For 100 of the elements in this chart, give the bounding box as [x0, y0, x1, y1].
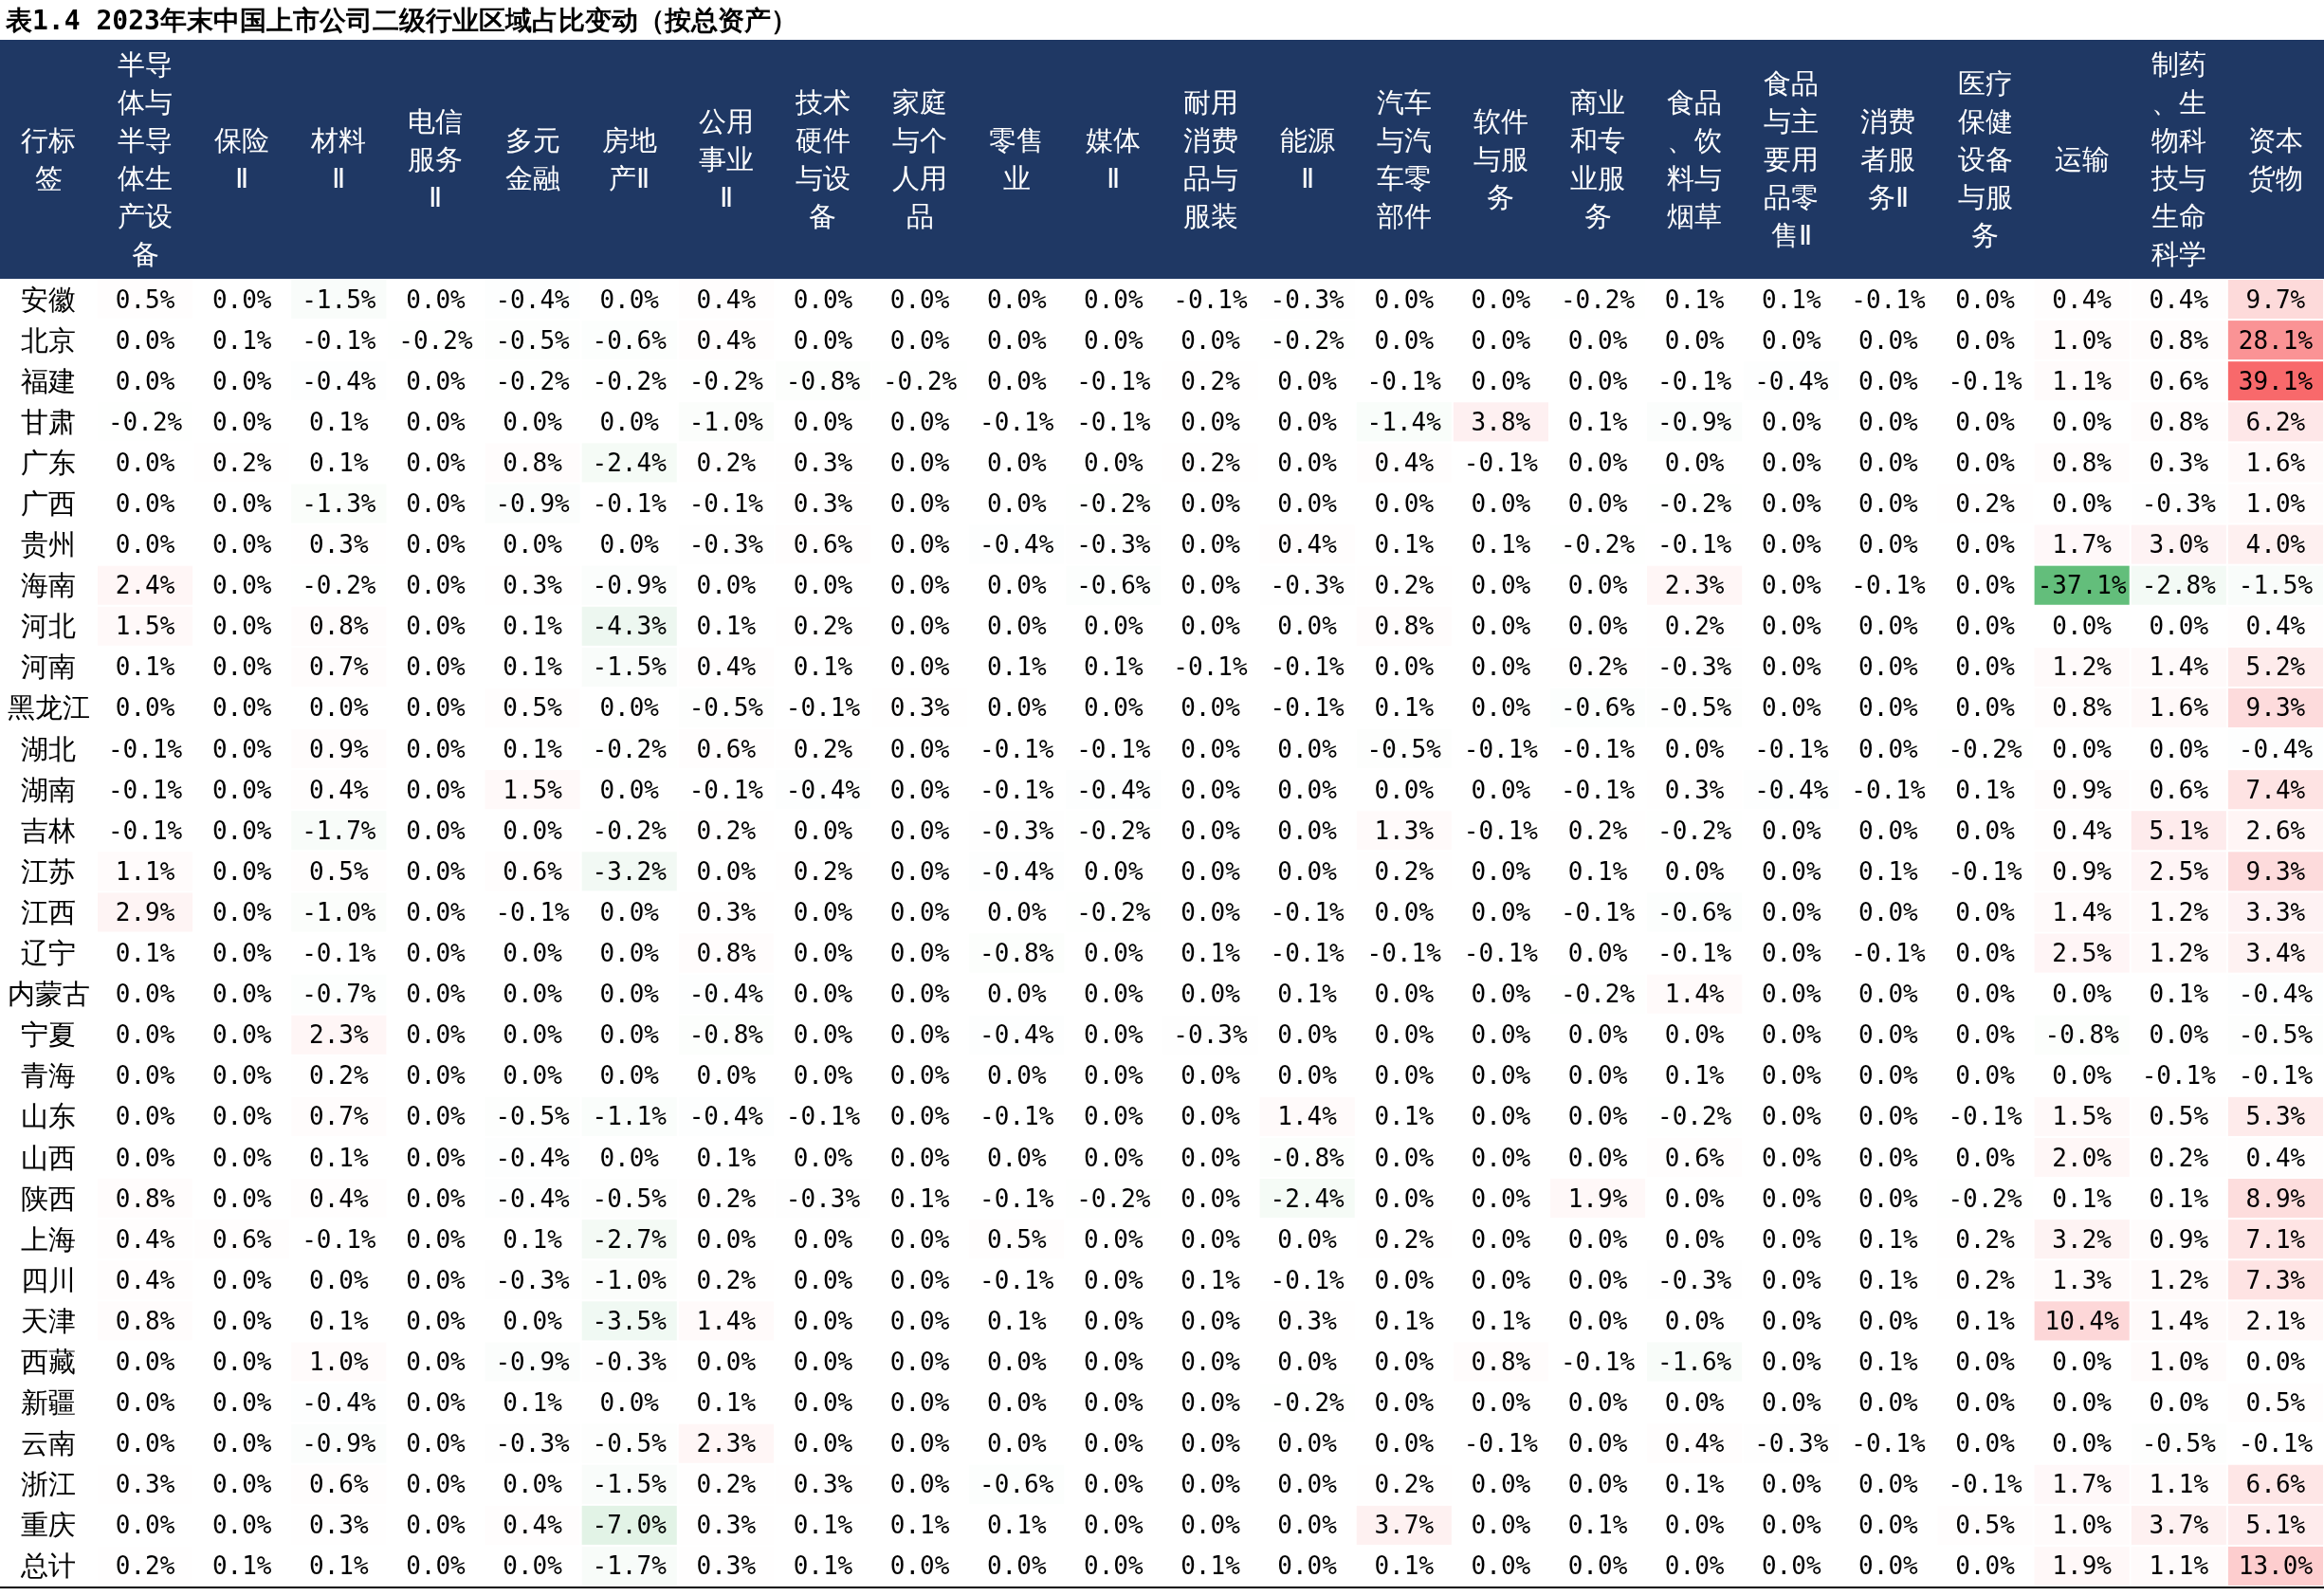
y-tick-label: 浙江	[21, 1468, 76, 1501]
data-label: 0.0%	[1567, 448, 1628, 477]
data-label: 0.4%	[696, 325, 757, 355]
data-label: 0.3%	[309, 530, 369, 560]
data-label: 1.4%	[696, 1306, 757, 1335]
data-label: 0.0%	[599, 530, 660, 560]
data-label: -0.2%	[1270, 1388, 1345, 1418]
data-label: 0.0%	[1955, 1429, 2016, 1458]
data-label: -0.2%	[495, 366, 571, 395]
data-label: 0.0%	[889, 1143, 950, 1172]
data-label: -0.2%	[592, 816, 668, 845]
data-label: 0.0%	[1567, 1429, 1628, 1458]
data-label: -0.9%	[495, 1347, 571, 1376]
data-label: 0.0%	[1471, 1183, 1531, 1213]
data-label: 0.0%	[986, 1143, 1047, 1172]
data-label: 0.0%	[889, 775, 950, 804]
y-axis-title: 行标签	[21, 124, 76, 194]
data-label: 0.0%	[986, 693, 1047, 723]
data-label: 13.0%	[2238, 1551, 2314, 1581]
data-label: -1.5%	[302, 284, 376, 314]
y-tick-label: 重庆	[21, 1509, 76, 1542]
data-label: 0.0%	[406, 1388, 467, 1418]
data-label: 0.0%	[1761, 980, 1821, 1009]
data-label: 0.0%	[115, 489, 175, 519]
data-label: 0.2%	[211, 448, 272, 477]
data-label: 0.0%	[793, 571, 853, 600]
data-label: 0.0%	[599, 693, 660, 723]
data-label: -0.1%	[785, 1102, 861, 1131]
data-label: 0.0%	[1374, 652, 1435, 682]
data-label: 0.0%	[889, 1265, 950, 1294]
data-label: 0.0%	[889, 1306, 950, 1335]
data-label: 0.0%	[1180, 856, 1241, 886]
data-label: 28.1%	[2238, 325, 2314, 355]
data-label: 0.0%	[406, 693, 467, 723]
data-label: 0.0%	[1761, 1183, 1821, 1213]
data-label: 0.0%	[1180, 1429, 1241, 1458]
x-tick-label: 消费者服务Ⅱ	[1860, 105, 1916, 213]
y-tick-label: 福建	[21, 364, 76, 397]
data-label: 0.3%	[793, 1470, 853, 1499]
data-label: 0.0%	[1471, 1388, 1531, 1418]
data-label: 0.7%	[309, 652, 369, 682]
data-label: -0.5%	[495, 325, 571, 355]
data-label: -0.3%	[979, 816, 1054, 845]
data-label: 0.0%	[889, 816, 950, 845]
data-label: 0.0%	[1955, 530, 2016, 560]
data-label: -0.1%	[2238, 1429, 2314, 1458]
data-label: 0.0%	[1567, 1388, 1628, 1418]
data-label: 1.1%	[115, 856, 175, 886]
data-label: 0.0%	[1084, 1306, 1144, 1335]
data-label: 0.0%	[115, 980, 175, 1009]
data-label: 0.0%	[211, 1061, 272, 1091]
data-label: 0.2%	[696, 816, 757, 845]
data-label: 0.0%	[1955, 1347, 2016, 1376]
data-label: 0.0%	[211, 1347, 272, 1376]
data-label: 0.0%	[211, 652, 272, 682]
data-label: 0.0%	[211, 1511, 272, 1540]
data-label: 0.0%	[793, 939, 853, 968]
data-label: 0.0%	[406, 1511, 467, 1540]
data-label: 0.0%	[406, 1265, 467, 1294]
y-tick-label: 辽宁	[21, 937, 76, 970]
data-label: 4.0%	[2245, 530, 2306, 560]
data-label: 0.0%	[1471, 856, 1531, 886]
data-label: -0.2%	[1270, 325, 1345, 355]
x-tick-label: 电信服务Ⅱ	[408, 105, 464, 213]
data-label: 0.6%	[2149, 366, 2209, 395]
data-label: 0.8%	[2149, 325, 2209, 355]
data-label: 1.4%	[2052, 897, 2113, 926]
data-label: 0.2%	[1567, 652, 1628, 682]
data-label: 0.0%	[1761, 816, 1821, 845]
data-label: 0.4%	[2245, 612, 2306, 641]
data-label: 0.0%	[986, 284, 1047, 314]
data-label: 0.8%	[2052, 448, 2113, 477]
data-label: -0.2%	[882, 366, 958, 395]
x-tick-label: 能源Ⅱ	[1279, 124, 1335, 194]
data-label: 0.6%	[793, 530, 853, 560]
data-label: 1.9%	[2052, 1551, 2113, 1581]
data-label: -0.1%	[1076, 407, 1151, 436]
data-label: 2.6%	[2245, 816, 2306, 845]
data-label: 1.3%	[1374, 816, 1435, 845]
data-label: 0.0%	[1761, 1265, 1821, 1294]
data-label: 0.0%	[1955, 407, 2016, 436]
data-label: 0.4%	[1664, 1429, 1725, 1458]
data-label: 0.0%	[1180, 816, 1241, 845]
x-tick-label: 商业和专业服务	[1570, 86, 1626, 232]
data-label: 0.1%	[1374, 1306, 1435, 1335]
data-label: 0.0%	[1761, 1551, 1821, 1581]
x-tick-label: 保险Ⅱ	[214, 124, 270, 194]
data-label: 0.0%	[1858, 612, 1919, 641]
data-label: -0.2%	[1560, 980, 1636, 1009]
data-label: -0.1%	[1463, 1429, 1539, 1458]
data-label: 0.0%	[1084, 1511, 1144, 1540]
data-label: 0.0%	[1761, 1224, 1821, 1254]
data-label: -0.4%	[979, 856, 1054, 886]
data-label: 0.1%	[696, 612, 757, 641]
data-label: 3.8%	[1471, 407, 1531, 436]
data-label: 9.7%	[2245, 284, 2306, 314]
data-label: 2.5%	[2149, 856, 2209, 886]
data-label: -0.2%	[1948, 734, 2023, 763]
data-label: 5.3%	[2245, 1102, 2306, 1131]
data-label: -0.3%	[1270, 284, 1345, 314]
